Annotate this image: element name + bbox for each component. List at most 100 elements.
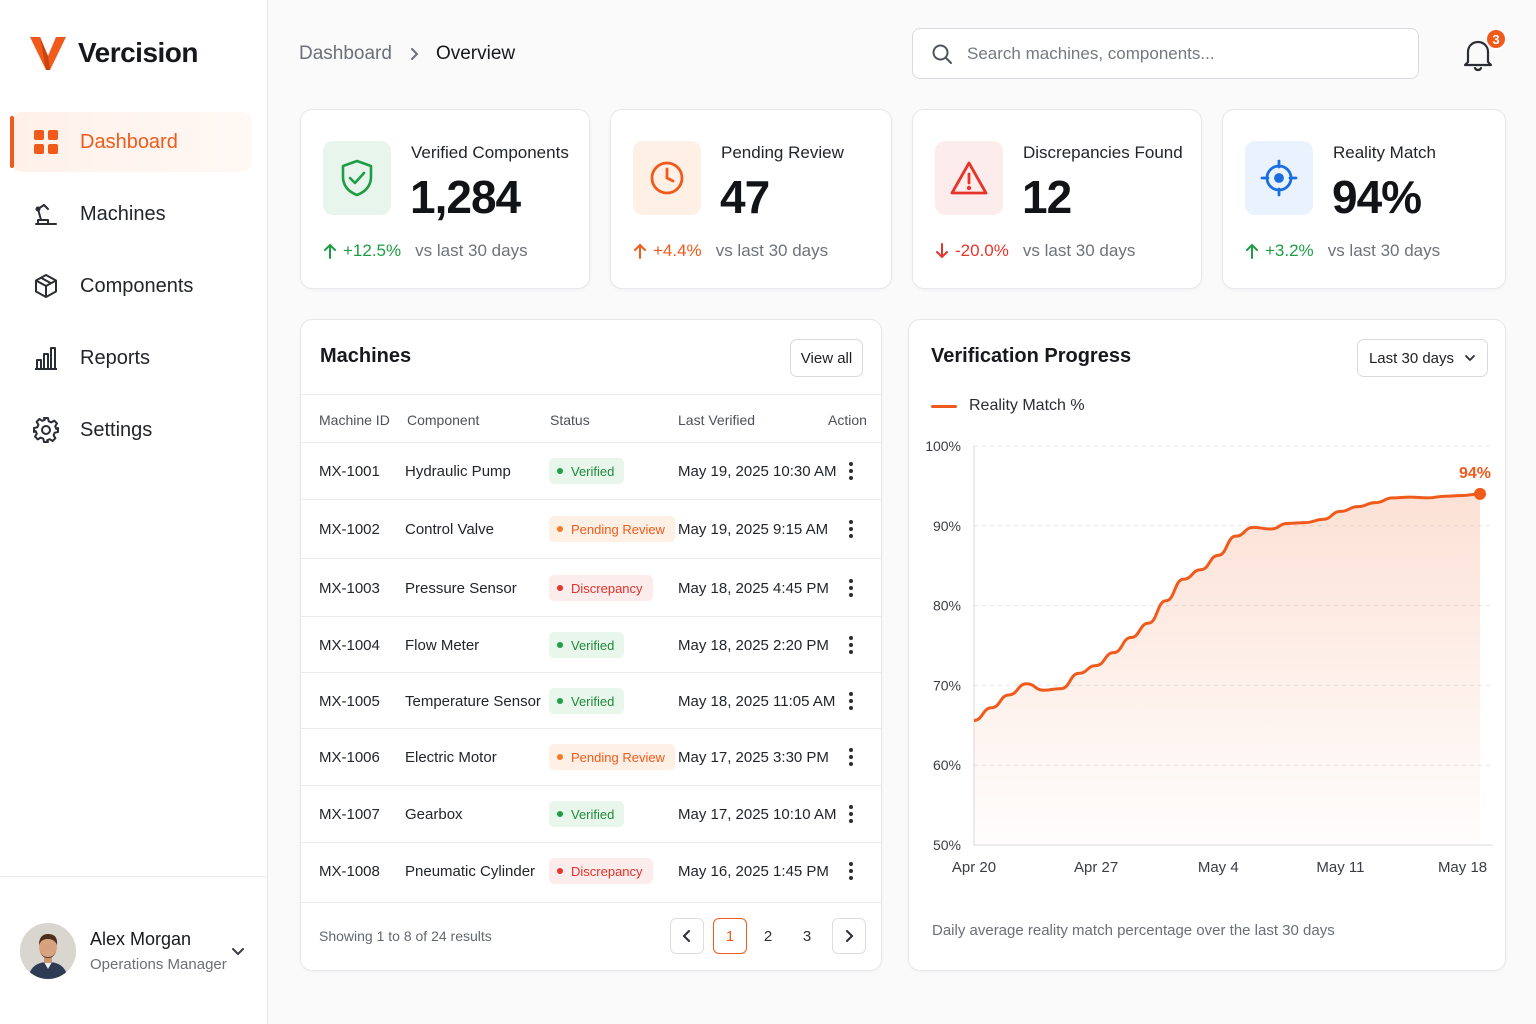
table-row[interactable]: MX-1008 Pneumatic Cylinder Discrepancy M…: [301, 843, 881, 903]
component-name: Control Valve: [405, 521, 494, 538]
machine-id: MX-1007: [319, 806, 380, 823]
pagination-page-1[interactable]: 1: [713, 918, 747, 954]
search-box[interactable]: [912, 28, 1419, 79]
series-area: [974, 493, 1480, 845]
row-actions-menu-icon[interactable]: [841, 801, 861, 827]
table-row[interactable]: MX-1001 Hydraulic Pump Verified May 19, …: [301, 443, 881, 500]
machine-id: MX-1008: [319, 863, 380, 880]
kpi-card-verified: Verified Components 1,284 +12.5% vs last…: [300, 109, 590, 289]
table-row[interactable]: MX-1007 Gearbox Verified May 17, 2025 10…: [301, 786, 881, 843]
kpi-label: Pending Review: [721, 143, 844, 162]
series-end-point: [1474, 487, 1486, 500]
machine-id: MX-1002: [319, 521, 380, 538]
chart-legend: Reality Match %: [931, 397, 1085, 415]
chevron-down-icon: [1465, 355, 1475, 362]
x-tick-label: Apr 27: [1074, 859, 1118, 876]
table-row[interactable]: MX-1002 Control Valve Pending Review May…: [301, 500, 881, 559]
warning-triangle-icon: [935, 141, 1003, 215]
x-tick-label: Apr 20: [952, 859, 996, 876]
x-tick-label: May 4: [1198, 859, 1239, 876]
sidebar-item-label: Dashboard: [80, 130, 178, 153]
clock-icon: [633, 141, 701, 215]
kpi-delta: +3.2%: [1265, 241, 1314, 260]
sidebar-item-components[interactable]: Components: [12, 256, 252, 316]
breadcrumb: Dashboard Overview: [299, 43, 515, 65]
y-tick-label: 80%: [933, 598, 961, 614]
search-input[interactable]: [967, 43, 1387, 64]
row-actions-menu-icon[interactable]: [841, 688, 861, 714]
table-row[interactable]: MX-1005 Temperature Sensor Verified May …: [301, 673, 881, 729]
row-actions-menu-icon[interactable]: [841, 516, 861, 542]
brand-name: Vercision: [78, 37, 199, 68]
kpi-compare: vs last 30 days: [1327, 241, 1441, 260]
user-name: Alex Morgan: [90, 928, 192, 949]
component-name: Gearbox: [405, 806, 463, 823]
sidebar-item-dashboard[interactable]: Dashboard: [10, 112, 252, 172]
gear-icon: [32, 416, 60, 444]
table-row[interactable]: MX-1006 Electric Motor Pending Review Ma…: [301, 729, 881, 786]
pagination-page-3[interactable]: 3: [802, 927, 812, 945]
arrow-up-icon: [324, 243, 336, 259]
bell-icon[interactable]: [1460, 36, 1496, 72]
breadcrumb-dashboard-link[interactable]: Dashboard: [299, 43, 392, 64]
avatar: [20, 922, 76, 979]
arrow-down-icon: [936, 243, 948, 259]
last-verified: May 17, 2025 10:10 AM: [678, 806, 837, 823]
sidebar-nav: Dashboard Machines Components Reports Se…: [10, 112, 252, 472]
kpi-value: 47: [720, 171, 770, 223]
search-icon: [932, 44, 952, 64]
legend-swatch: [931, 404, 957, 408]
arrow-up-icon: [1246, 243, 1258, 259]
sidebar-item-settings[interactable]: Settings: [12, 400, 252, 460]
y-tick-label: 100%: [925, 438, 961, 454]
pagination-prev-button[interactable]: [670, 918, 704, 954]
row-actions-menu-icon[interactable]: [841, 744, 861, 770]
sidebar-item-label: Components: [80, 274, 194, 297]
chevron-down-icon[interactable]: [230, 943, 246, 959]
row-actions-menu-icon[interactable]: [841, 458, 861, 484]
kpi-card-reality-match: Reality Match 94% +3.2% vs last 30 days: [1222, 109, 1506, 289]
last-verified: May 19, 2025 9:15 AM: [678, 521, 829, 538]
reality-match-line-chart: 100% 90% 80% 70% 60% 50% Apr 20 Apr 27 May 4 May …: [925, 438, 1493, 876]
y-tick-label: 90%: [933, 518, 961, 534]
x-tick-label: May 11: [1316, 859, 1364, 876]
kpi-label: Reality Match: [1333, 143, 1436, 162]
target-icon: [1245, 141, 1313, 215]
kpi-delta: +12.5%: [343, 241, 402, 260]
column-header: Last Verified: [678, 412, 756, 428]
status-badge: Verified: [549, 688, 625, 714]
bar-chart-icon: [32, 344, 60, 372]
machine-id: MX-1005: [319, 693, 380, 710]
pagination-page-2[interactable]: 2: [763, 927, 773, 945]
kpi-card-pending: Pending Review 47 +4.4% vs last 30 days: [610, 109, 892, 289]
kpi-value: 94%: [1332, 171, 1422, 223]
component-name: Hydraulic Pump: [405, 463, 511, 480]
arrow-up-icon: [634, 243, 646, 259]
chart-title: Verification Progress: [931, 345, 1132, 367]
sidebar-item-label: Reports: [80, 346, 151, 369]
row-actions-menu-icon[interactable]: [841, 858, 861, 884]
sidebar-item-label: Machines: [80, 202, 166, 225]
table-row[interactable]: MX-1004 Flow Meter Verified May 18, 2025…: [301, 617, 881, 673]
status-badge: Discrepancy: [549, 858, 653, 884]
table-row[interactable]: MX-1003 Pressure Sensor Discrepancy May …: [301, 559, 881, 617]
row-actions-menu-icon[interactable]: [841, 632, 861, 658]
kpi-compare: vs last 30 days: [415, 241, 528, 260]
date-range-select[interactable]: Last 30 days: [1357, 339, 1488, 377]
sidebar-item-reports[interactable]: Reports: [12, 328, 252, 388]
component-name: Temperature Sensor: [405, 693, 541, 710]
notification-badge: 3: [1485, 28, 1507, 50]
shield-check-icon: [323, 141, 391, 215]
legend-label: Reality Match %: [969, 397, 1085, 414]
pagination-next-button[interactable]: [832, 918, 866, 954]
status-badge: Verified: [549, 801, 625, 827]
kpi-delta: +4.4%: [653, 241, 702, 260]
view-all-button[interactable]: View all: [790, 339, 863, 377]
row-actions-menu-icon[interactable]: [841, 575, 861, 601]
column-header: Machine ID: [319, 412, 390, 428]
vercision-logo-icon: [30, 37, 66, 70]
brand-logo[interactable]: Vercision: [28, 34, 199, 72]
user-profile[interactable]: Alex Morgan Operations Manager: [0, 876, 268, 1024]
status-badge: Verified: [549, 458, 625, 484]
sidebar-item-machines[interactable]: Machines: [12, 184, 252, 244]
